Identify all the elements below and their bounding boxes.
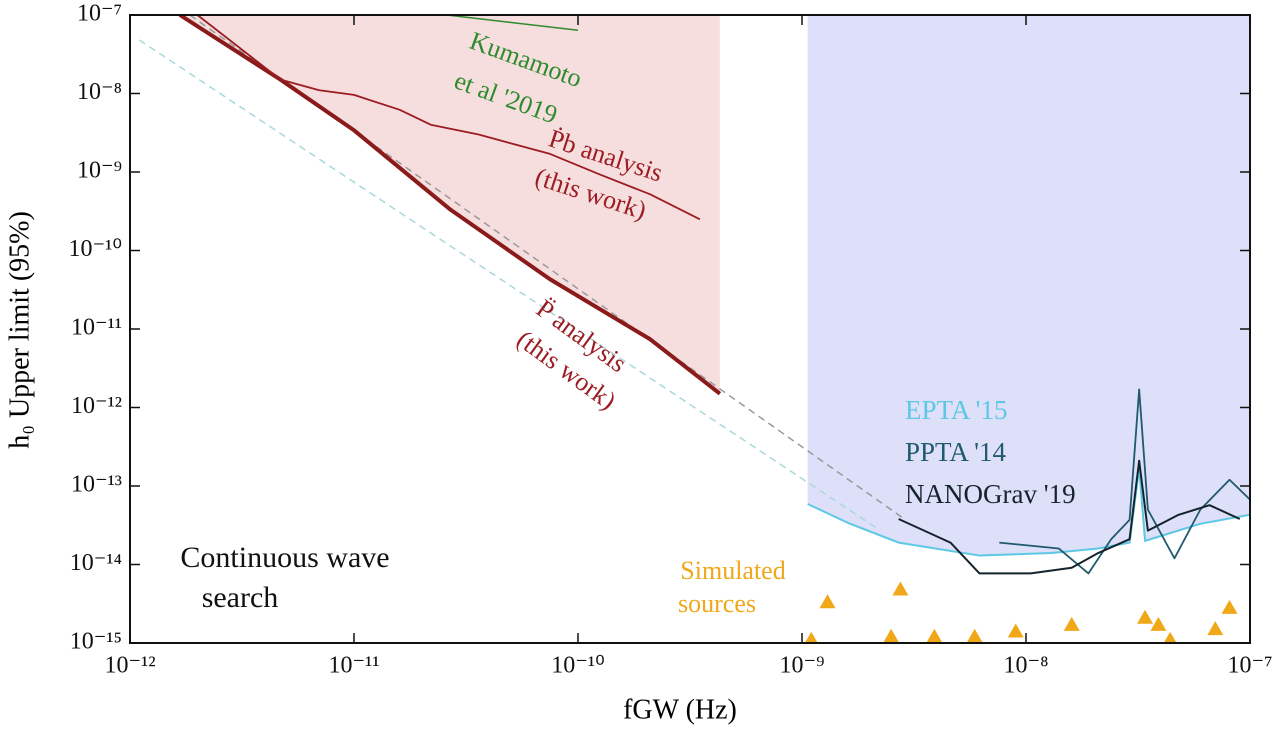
region-fill [807,15,1250,556]
plot-area [138,15,1250,643]
annotation: sources [678,589,756,618]
limit-line [898,459,1241,575]
limit-line [196,15,701,221]
x-tick-label: 10⁻⁹ [779,653,824,679]
source-marker [1150,616,1167,631]
annotation: search [202,581,279,614]
limit-line [446,15,579,31]
y-tick-label: 10⁻⁷ [77,1,122,27]
y-tick-label: 10⁻¹⁴ [70,550,122,576]
source-marker [892,581,909,596]
annotation: Continuous wave [180,541,389,574]
extrapolation-line [138,39,880,531]
x-tick-label: 10⁻¹⁰ [551,653,604,679]
legend-entry: PPTA '14 [905,437,1006,467]
source-marker [1207,621,1224,636]
y-tick-label: 10⁻¹⁵ [70,629,122,655]
y-tick-label: 10⁻¹¹ [71,315,122,341]
limit-line [999,388,1250,575]
legend-entry: EPTA '15 [905,395,1007,425]
x-tick-label: 10⁻¹¹ [328,653,379,679]
y-axis-label: h₀ Upper limit (95%) [4,211,35,449]
x-tick-label: 10⁻⁸ [1003,653,1048,679]
y-tick-label: 10⁻¹⁰ [69,236,122,262]
source-marker [819,594,836,609]
x-axis-label: fGW (Hz) [623,694,737,725]
source-marker [966,628,983,643]
x-tick-label: 10⁻¹² [104,653,155,679]
source-marker [1063,616,1080,631]
source-marker [883,628,900,643]
y-tick-label: 10⁻⁹ [77,158,122,184]
y-tick-label: 10⁻¹² [71,393,122,419]
y-tick-label: 10⁻⁸ [77,79,122,105]
x-tick-label: 10⁻⁷ [1227,653,1272,679]
limit-line [807,466,1250,557]
source-marker [926,628,943,643]
legend-entry: NANOGrav '19 [905,479,1076,509]
source-marker [804,631,818,643]
y-tick-label: 10⁻¹³ [71,472,122,498]
annotation: Simulated [680,556,785,585]
source-marker [1007,623,1024,638]
source-marker [1137,609,1154,624]
source-marker [1163,631,1177,643]
source-marker [1221,599,1238,614]
